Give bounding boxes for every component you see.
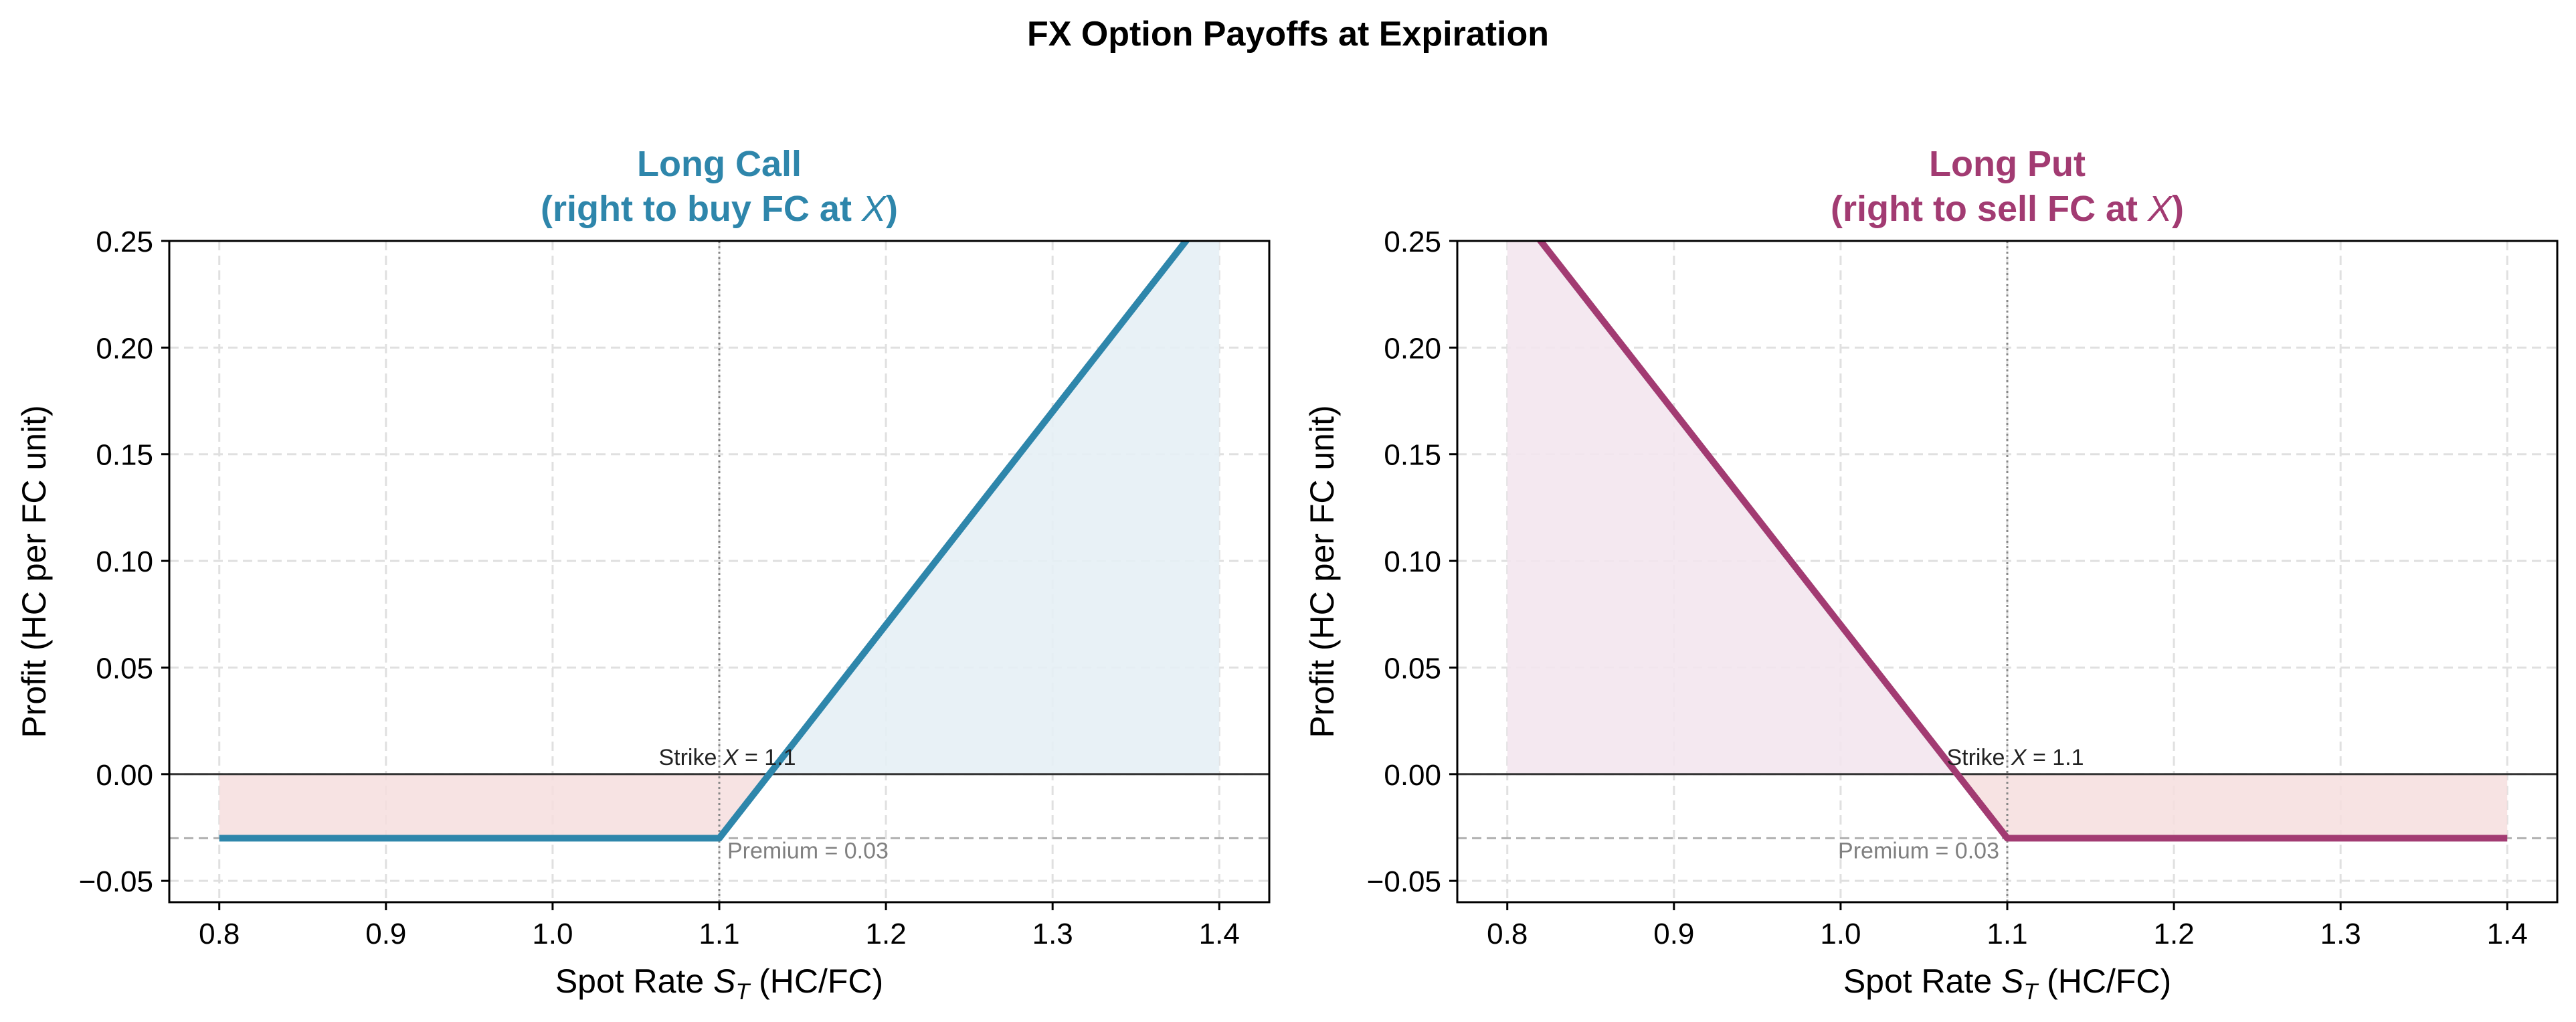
x-axis-label: Spot Rate ST (HC/FC) (555, 962, 883, 1005)
x-tick-label: 1.0 (1820, 918, 1861, 950)
x-tick-label: 1.2 (866, 918, 907, 950)
x-tick-label: 1.3 (2320, 918, 2361, 950)
plot-area (169, 241, 1269, 902)
y-tick-label: 0.25 (96, 226, 153, 258)
profit-region (769, 241, 1220, 774)
y-tick-label: 0.25 (1384, 226, 1441, 258)
y-tick-label: 0.05 (96, 652, 153, 685)
x-tick-label: 0.9 (1653, 918, 1694, 950)
panel-title-line2: (right to buy FC at X) (541, 189, 898, 229)
y-tick-label: −0.05 (1367, 865, 1441, 898)
y-axis-label: Profit (HC per FC unit) (15, 405, 53, 738)
x-axis-label: Spot Rate ST (HC/FC) (1843, 962, 2171, 1005)
y-tick-label: 0.20 (1384, 332, 1441, 365)
x-tick-label: 0.8 (199, 918, 240, 950)
payoff-line (219, 241, 1190, 842)
y-tick-label: 0.10 (96, 545, 153, 578)
premium-annotation: Premium = 0.03 (727, 838, 889, 863)
long-call-panel: Strike X = 1.1 Premium = 0.03 0.8 0.9 1.0 1.1… (15, 144, 1271, 1005)
x-tick-label: 1.3 (1032, 918, 1073, 950)
y-tick-label: 0.05 (1384, 652, 1441, 685)
x-tick-label: 1.2 (2154, 918, 2195, 950)
premium-annotation: Premium = 0.03 (1838, 838, 1999, 863)
panel-title-line1: Long Call (637, 144, 802, 184)
x-tick-label: 1.4 (1199, 918, 1240, 950)
y-axis-label: Profit (HC per FC unit) (1303, 405, 1341, 738)
long-put-panel: Strike X = 1.1 Premium = 0.03 0.8 0.9 1.0 1.1… (1303, 144, 2559, 1005)
loss-region (219, 774, 769, 839)
y-tick-label: 0.20 (96, 332, 153, 365)
x-tick-label: 0.8 (1487, 918, 1528, 950)
y-tick-label: 0.00 (1384, 759, 1441, 792)
figure-title: FX Option Payoffs at Expiration (1027, 15, 1549, 54)
y-tick-label: 0.15 (96, 439, 153, 472)
x-tick-label: 0.9 (365, 918, 406, 950)
x-tick-label: 1.1 (699, 918, 739, 950)
payoff-line (1536, 241, 2508, 842)
y-tick-label: 0.00 (96, 759, 153, 792)
y-tick-label: −0.05 (79, 865, 153, 898)
x-tick-label: 1.0 (532, 918, 573, 950)
plot-area (1457, 241, 2557, 902)
x-tick-label: 1.1 (1987, 918, 2027, 950)
y-tick-label: 0.15 (1384, 439, 1441, 472)
panel-title-line2: (right to sell FC at X) (1831, 189, 2184, 229)
x-tick-label: 1.4 (2487, 918, 2528, 950)
strike-annotation: Strike X = 1.1 (658, 745, 796, 770)
panel-title-line1: Long Put (1929, 144, 2086, 184)
profit-region (1507, 241, 1958, 774)
loss-region (1957, 774, 2508, 839)
y-tick-label: 0.10 (1384, 545, 1441, 578)
strike-annotation: Strike X = 1.1 (1946, 745, 2084, 770)
